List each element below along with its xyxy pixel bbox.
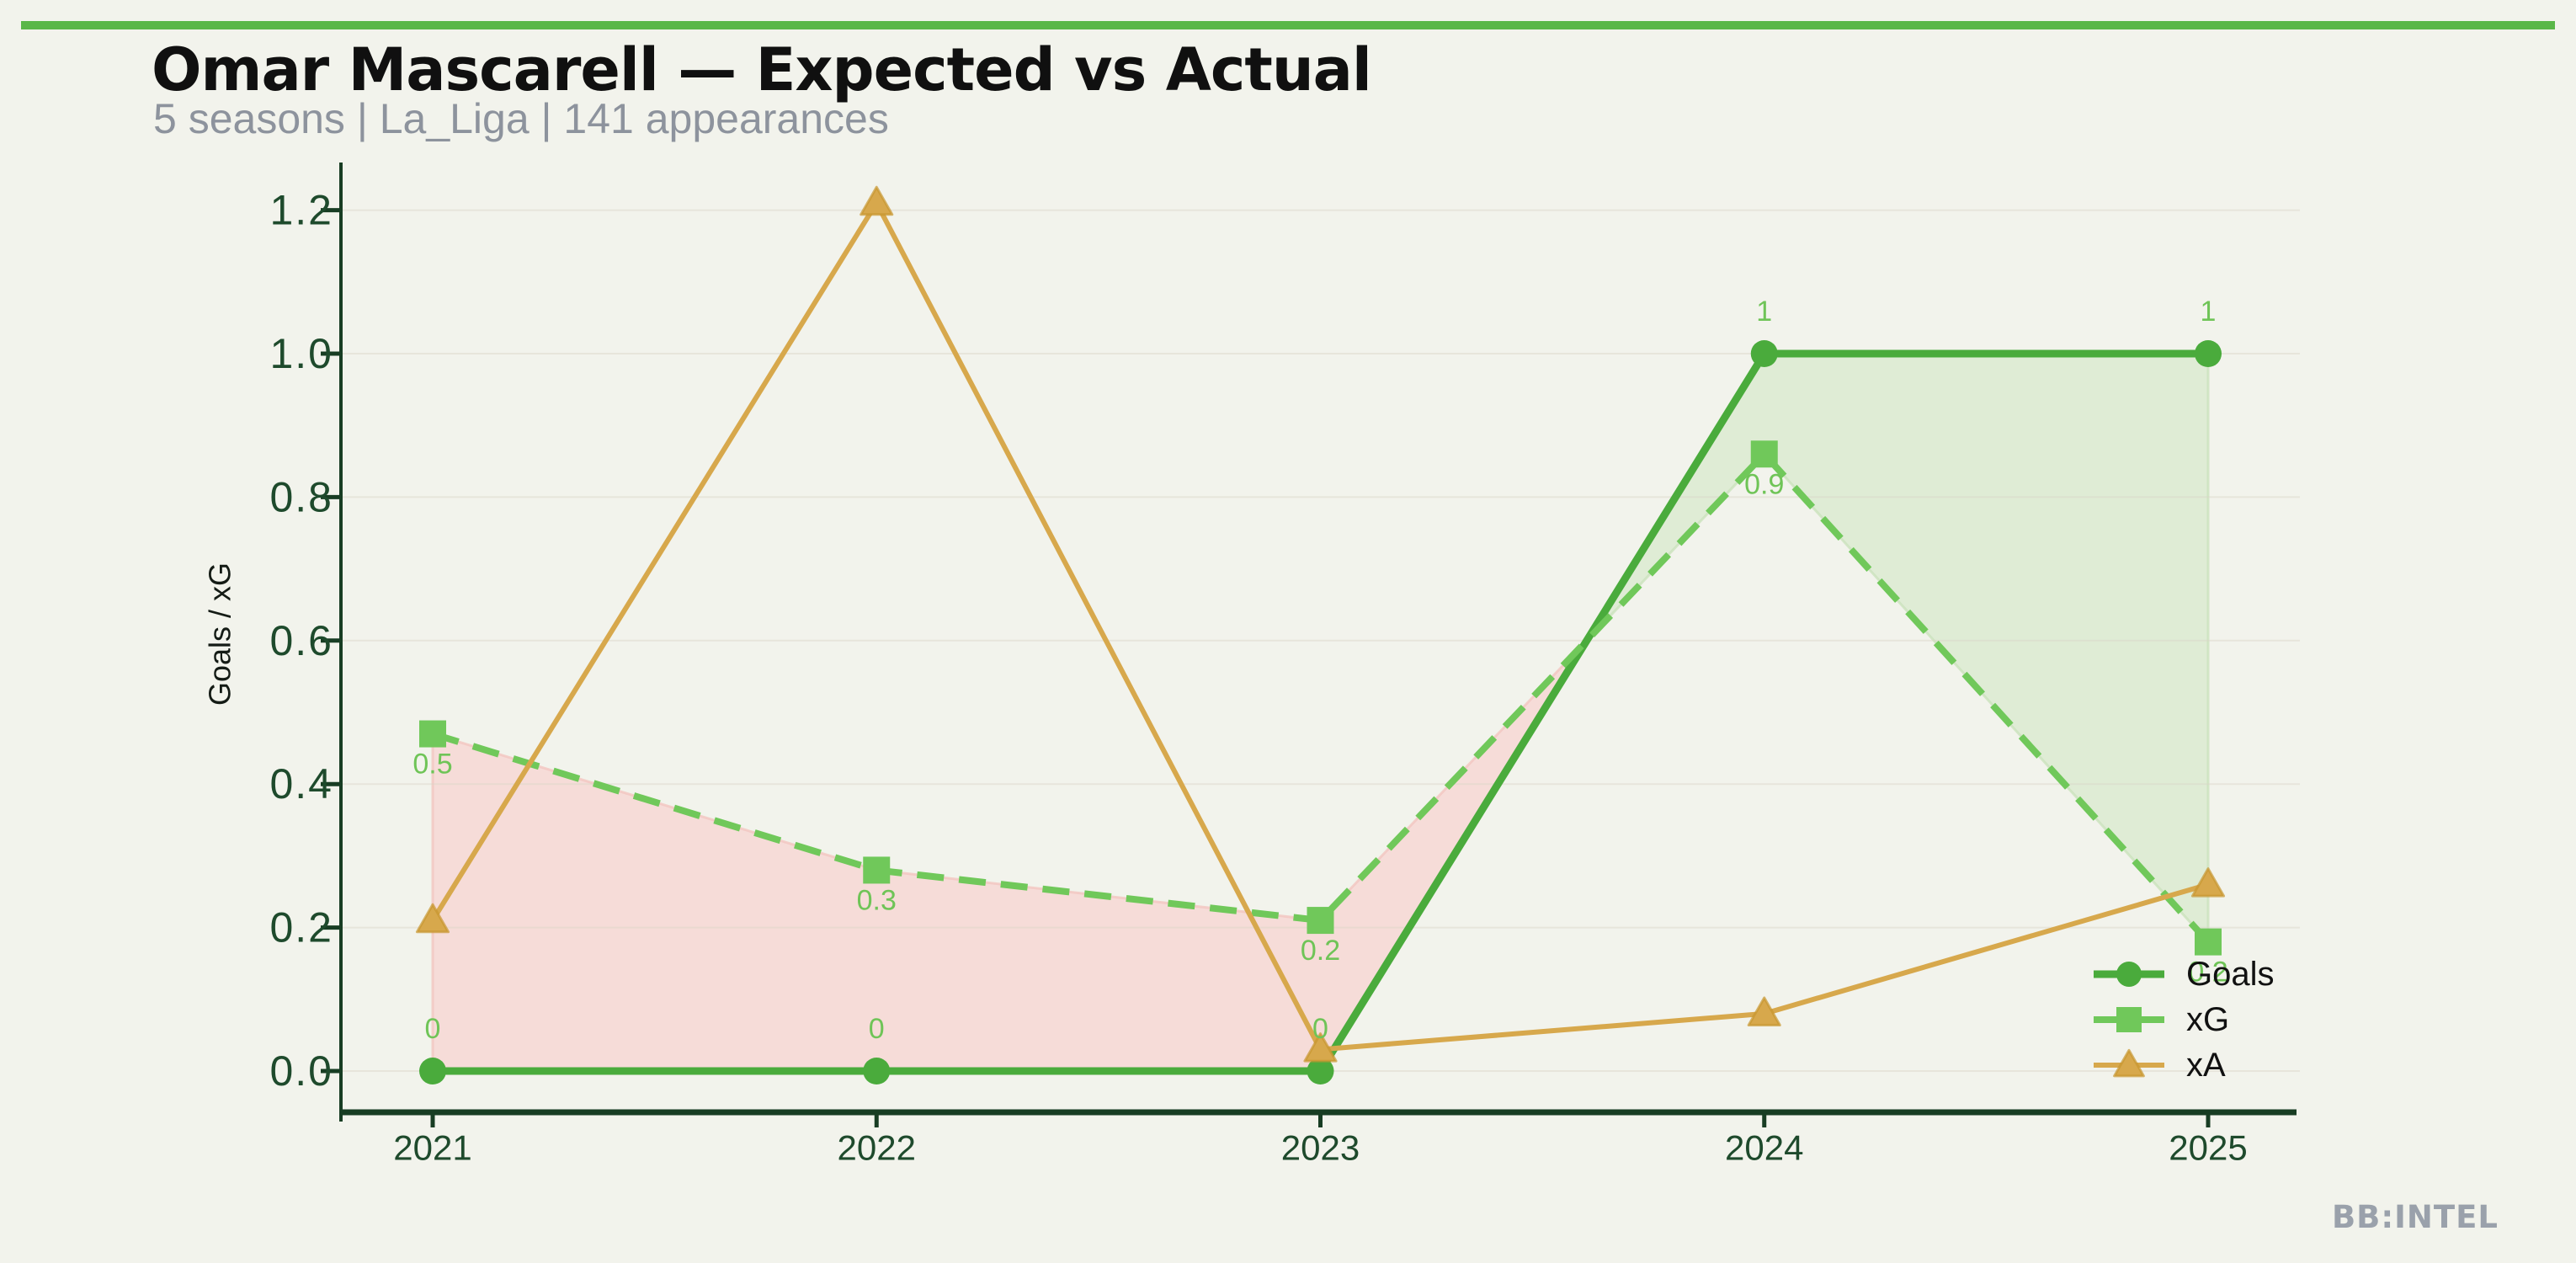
xa-marker	[415, 903, 450, 934]
legend: Goals xG xA	[2094, 956, 2275, 1084]
goals-value-label: 1	[2201, 296, 2217, 328]
data-labels: 0 0 0 1 1 0.5 0.3 0.2 0.9 0.2	[412, 296, 2227, 1045]
goals-value-label: 0	[425, 1013, 441, 1045]
legend-xg-label: xG	[2186, 1001, 2229, 1038]
goals-marker	[419, 1058, 446, 1084]
xg-marker	[863, 856, 891, 884]
y-tick-label: 0.0	[269, 1047, 333, 1095]
axes: 0.0 0.2 0.4 0.6 0.8 1.0 1.2 2021 2022 2023 2024 202…	[203, 163, 2297, 1168]
page-title: Omar Mascarell — Expected vs Actual	[152, 35, 1372, 104]
goals-value-label: 0	[869, 1013, 885, 1045]
y-tick-label: 0.4	[269, 760, 333, 807]
legend-goals-label: Goals	[2186, 956, 2275, 993]
x-tick-label: 2021	[393, 1128, 471, 1168]
legend-item-xa: xA	[2094, 1047, 2226, 1084]
xg-value-label: 0.5	[412, 749, 452, 781]
xa-marker	[860, 185, 894, 216]
legend-xa-marker	[2113, 1048, 2145, 1078]
y-tick-label: 1.2	[269, 187, 333, 234]
goals-marker	[1307, 1058, 1334, 1084]
y-tick-label: 1.0	[269, 330, 333, 377]
x-tick-label: 2024	[1725, 1128, 1803, 1168]
goals-value-label: 0	[1312, 1013, 1328, 1045]
y-tick-label: 0.8	[269, 473, 333, 520]
x-tick-label: 2022	[838, 1128, 916, 1168]
legend-xg-marker	[2116, 1007, 2142, 1032]
y-axis-title: Goals / xG	[203, 562, 237, 706]
xg-line	[431, 450, 2211, 945]
xa-marker	[1303, 1032, 1338, 1063]
xg-value-label: 0.3	[857, 884, 897, 916]
accent-bar	[21, 21, 2555, 29]
page-subtitle: 5 seasons | La_Liga | 141 appearances	[153, 95, 889, 142]
y-tick-label: 0.6	[269, 617, 333, 664]
x-tick-label: 2023	[1281, 1128, 1360, 1168]
legend-item-goals: Goals	[2094, 956, 2275, 993]
xg-marker	[419, 720, 446, 748]
goals-marker	[2195, 340, 2222, 367]
fill-region-goals-over-xg	[1585, 352, 2210, 944]
xg-value-label: 0.2	[1301, 935, 1340, 967]
xa-marker	[1747, 996, 1781, 1027]
xg-value-label: 0.9	[1744, 468, 1784, 500]
xg-marker	[2195, 928, 2222, 956]
x-tick-label: 2025	[2169, 1128, 2247, 1168]
y-tick-label: 0.2	[269, 904, 333, 951]
xa-marker	[2190, 867, 2226, 898]
legend-xa-label: xA	[2186, 1047, 2226, 1084]
legend-goals-marker	[2116, 962, 2142, 987]
xg-marker	[1307, 907, 1334, 935]
series-xg	[419, 440, 2222, 956]
goals-marker	[1750, 340, 1778, 367]
watermark: BB:INTEL	[2331, 1199, 2499, 1235]
series-goals	[419, 340, 2222, 1084]
xg-marker	[1750, 440, 1778, 468]
fill-region-xg-over-goals	[431, 639, 1589, 1073]
goals-value-label: 1	[1756, 296, 1772, 328]
series-lines	[415, 185, 2226, 1084]
series-xa	[415, 185, 2226, 1063]
legend-item-xg: xG	[2094, 1001, 2229, 1038]
xg-value-label: 0.2	[2188, 957, 2227, 989]
goals-marker	[863, 1058, 891, 1084]
